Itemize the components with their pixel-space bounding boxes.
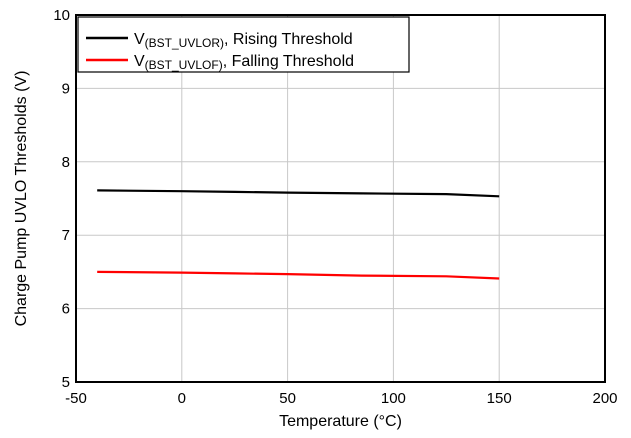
series-lines (97, 189, 500, 280)
x-tick-label: 50 (279, 390, 296, 407)
x-tick-label: 200 (592, 390, 617, 407)
x-tick-label: -50 (65, 390, 87, 407)
y-axis-ticks: 5 6 7 8 9 10 (53, 7, 70, 391)
series-line-1 (97, 189, 500, 198)
x-tick-label: 150 (487, 390, 512, 407)
y-tick-label: 7 (62, 227, 70, 244)
legend-label-1: V(BST_UVLOR), Rising Threshold (134, 31, 353, 50)
x-axis-ticks: -50 0 50 100 150 200 (65, 390, 617, 407)
y-tick-label: 9 (62, 80, 70, 97)
y-tick-label: 8 (62, 154, 70, 171)
series-line-2 (97, 270, 500, 280)
plot-area-frame (75, 14, 606, 383)
y-axis-title: Charge Pump UVLO Thresholds (V) (13, 71, 30, 327)
y-tick-label: 10 (53, 7, 70, 24)
legend-label-2: V(BST_UVLOF), Falling Threshold (134, 53, 354, 72)
legend-box (77, 16, 410, 73)
x-axis-title: Temperature (°C) (279, 413, 402, 430)
y-tick-label: 6 (62, 301, 70, 318)
x-tick-label: 0 (178, 390, 186, 407)
y-tick-label: 5 (62, 374, 70, 391)
x-tick-label: 100 (381, 390, 406, 407)
legend: V(BST_UVLOR), Rising Threshold V(BST_UVLO… (77, 16, 410, 73)
